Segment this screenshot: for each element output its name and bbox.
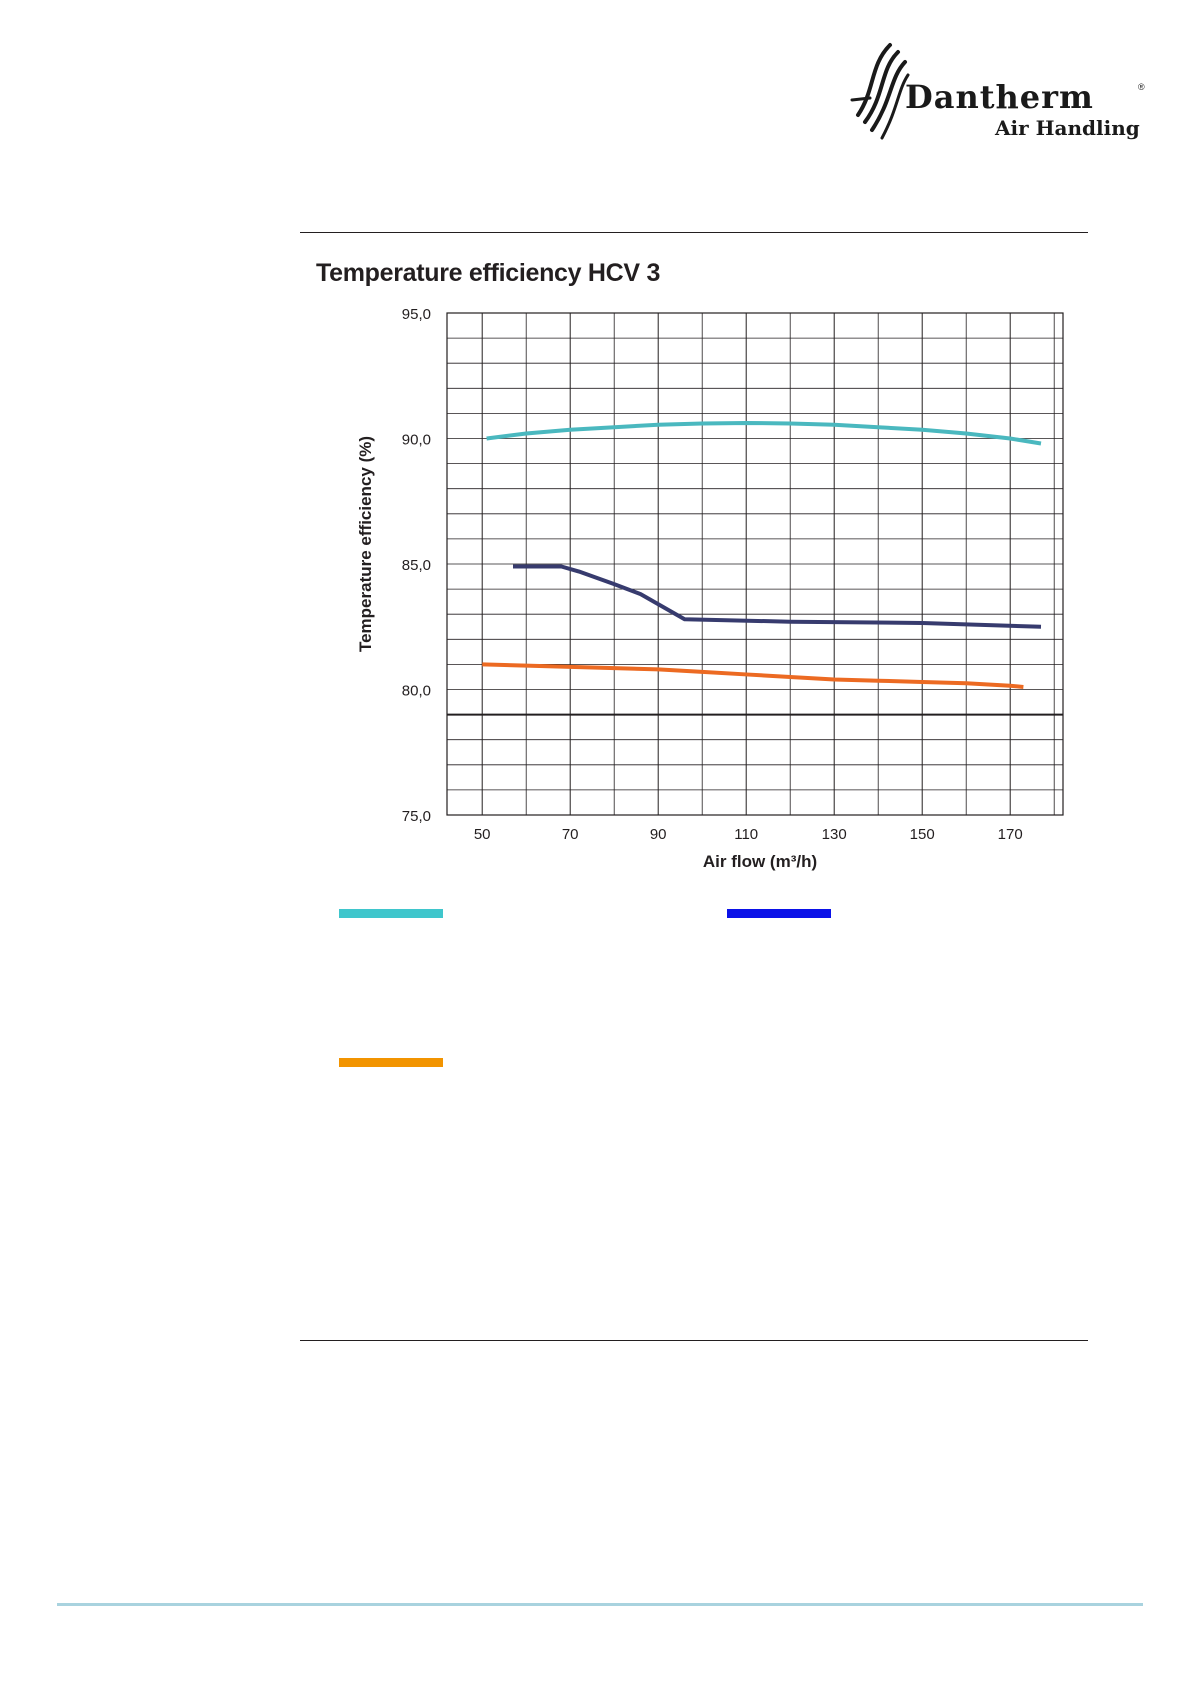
x-tick-label: 130	[822, 826, 847, 843]
logo-subtitle: Air Handling	[995, 116, 1140, 140]
y-axis-label: Temperature efficiency (%)	[356, 436, 375, 652]
x-tick-label: 150	[910, 826, 935, 843]
series-line-3	[482, 662, 1024, 689]
legend-swatch-blue	[727, 909, 831, 918]
y-tick-label: 75,0	[402, 808, 431, 825]
x-axis-label: Air flow (m³/h)	[703, 852, 817, 871]
y-tick-label: 90,0	[402, 432, 431, 449]
footer-line	[57, 1603, 1143, 1606]
x-tick-label: 90	[650, 826, 667, 843]
dantherm-logo: Dantherm ® Air Handling	[850, 40, 1150, 150]
legend-swatch-cyan	[339, 909, 443, 918]
chart-title: Temperature efficiency HCV 3	[316, 259, 661, 287]
y-tick-label: 85,0	[402, 557, 431, 574]
series-line-2	[513, 564, 1042, 629]
legend-swatch-orange	[339, 1058, 443, 1067]
x-tick-label: 50	[474, 826, 491, 843]
y-tick-label: 95,0	[402, 306, 431, 323]
logo-name: Dantherm	[905, 78, 1094, 116]
logo-registered-mark: ®	[1138, 82, 1145, 92]
top-divider	[300, 232, 1088, 233]
y-tick-label: 80,0	[402, 683, 431, 700]
dantherm-swoosh-icon	[850, 43, 910, 140]
series-line-1	[486, 420, 1042, 446]
x-tick-label: 110	[734, 826, 758, 843]
plot-border	[446, 312, 1064, 816]
x-tick-label: 70	[562, 826, 579, 843]
bottom-divider	[300, 1340, 1088, 1341]
x-tick-label: 170	[998, 826, 1023, 843]
efficiency-chart: 75,0 80,0 85,0 90,0 95,0 50 70 90 110 130 150 170 Ai…	[356, 306, 1064, 871]
